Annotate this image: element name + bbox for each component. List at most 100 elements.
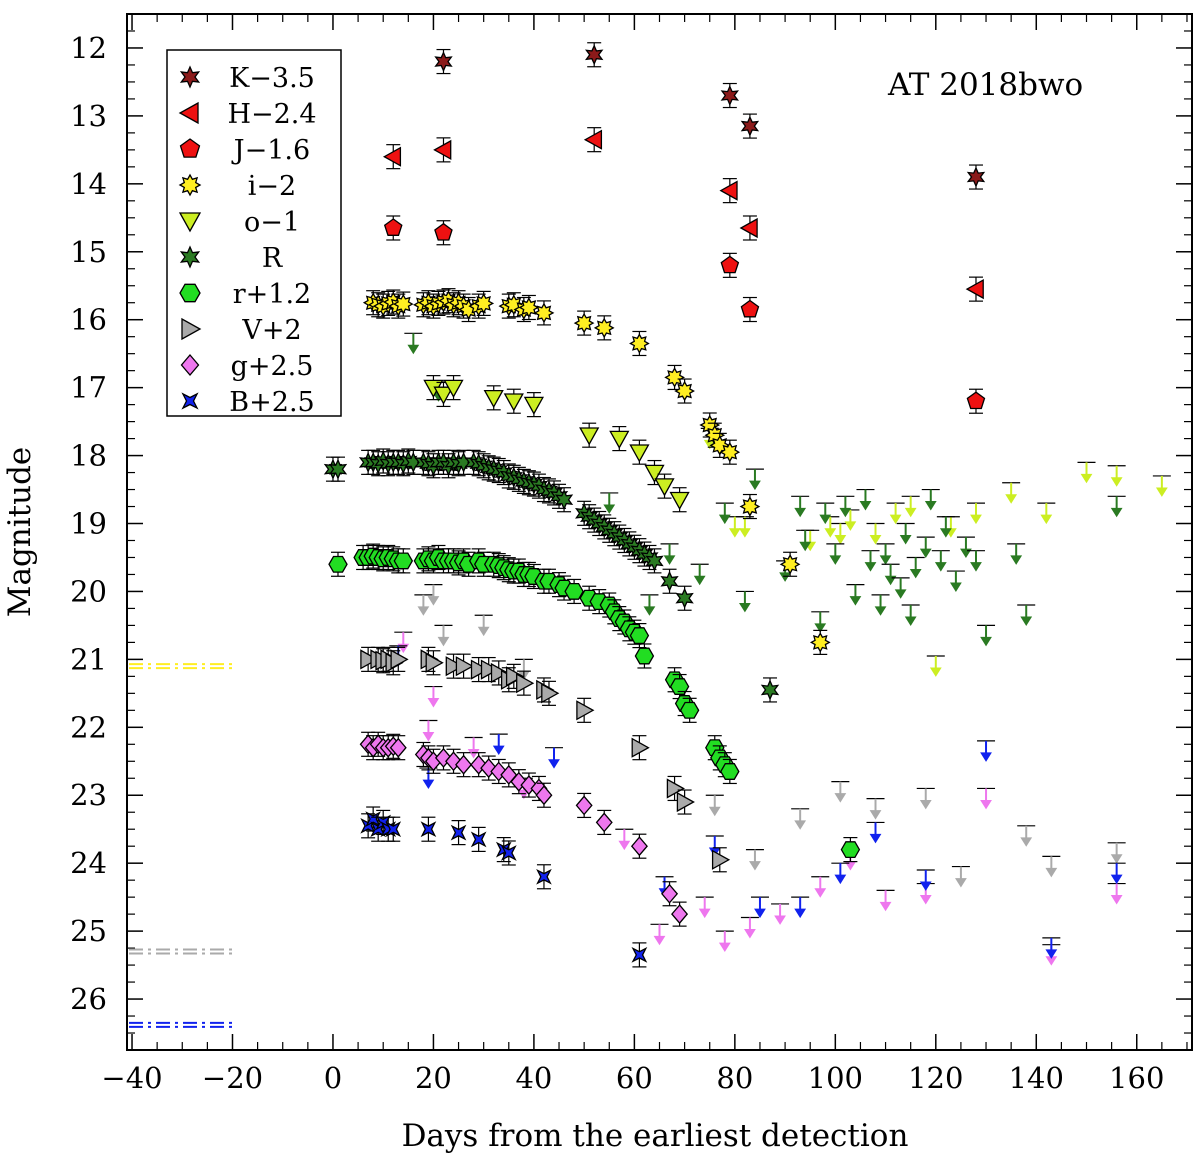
upper-limit-vplus2 (955, 878, 967, 888)
upper-limit-ominus1 (929, 667, 942, 677)
upper-limit-ominus1 (844, 521, 857, 531)
y-tick-label: 16 (70, 303, 107, 337)
legend-marker-kminus3-5 (179, 65, 201, 89)
legend-label-bplus2-5: B+2.5 (229, 387, 314, 418)
point-vplus2 (445, 656, 464, 677)
upper-limit-r (1010, 555, 1023, 565)
upper-limit-r (849, 596, 862, 606)
legend-marker-gplus2-5 (180, 353, 200, 377)
upper-limit-bplus2-5 (492, 745, 505, 756)
y-tick-label: 21 (70, 642, 107, 676)
y-tick-label: 13 (70, 99, 107, 133)
point-r (760, 679, 780, 701)
legend-marker-jminus1-6 (179, 138, 201, 158)
point-rplus1-2 (564, 582, 584, 600)
point-iminus2 (809, 632, 831, 653)
upper-limit-ominus1 (869, 535, 882, 545)
upper-limit-gplus2-5 (422, 732, 435, 742)
upper-limit-ominus1 (738, 528, 751, 538)
legend-marker-iminus2 (178, 173, 202, 197)
x-tick-label: 20 (415, 1061, 452, 1095)
x-tick-label: 80 (716, 1061, 753, 1095)
point-ominus1 (609, 430, 630, 449)
point-rplus1-2 (720, 763, 740, 780)
upper-limit-vplus2 (417, 606, 430, 616)
x-tick-label: −20 (202, 1061, 263, 1095)
point-hminus2-4 (433, 139, 452, 161)
point-vplus2 (631, 737, 650, 758)
upper-limit-gplus2-5 (919, 895, 932, 905)
upper-limit-gplus2-5 (467, 749, 480, 759)
point-iminus2 (593, 317, 615, 339)
point-vplus2 (480, 659, 500, 680)
upper-limit-vplus2 (437, 636, 450, 647)
point-jminus1-6 (720, 255, 740, 274)
upper-limit-r (718, 514, 731, 525)
point-ominus1 (483, 389, 504, 409)
upper-limit-vplus2 (794, 820, 807, 830)
point-iminus2 (573, 312, 595, 334)
point-iminus2 (473, 293, 495, 314)
point-rplus1-2 (679, 701, 700, 719)
upper-limit-vplus2 (708, 806, 721, 817)
upper-limit-bplus2-5 (919, 881, 932, 891)
y-tick-label: 25 (70, 914, 107, 948)
point-hminus2-4 (965, 278, 984, 300)
upper-limits (389, 332, 1171, 966)
upper-limit-r (749, 480, 761, 491)
upper-limit-r (663, 555, 676, 565)
upper-limit-r (924, 501, 937, 511)
point-kminus3-5 (740, 115, 760, 137)
y-tick-label: 26 (70, 982, 107, 1016)
upper-limit-gplus2-5 (879, 901, 892, 912)
point-vplus2 (541, 683, 560, 704)
upper-limit-r (894, 589, 907, 599)
point-vplus2 (676, 791, 695, 813)
point-jminus1-6 (966, 391, 986, 410)
reference-lines (129, 663, 233, 1028)
upper-limit-gplus2-5 (698, 908, 711, 919)
upper-limit-gplus2-5 (653, 935, 666, 946)
upper-limit-vplus2 (477, 626, 490, 637)
point-gplus2-5 (510, 771, 528, 792)
upper-limit-gplus2-5 (718, 942, 731, 953)
y-tick-label: 17 (70, 371, 107, 405)
point-rplus1-2 (393, 552, 414, 570)
point-vplus2 (455, 656, 474, 677)
point-bplus2-5 (470, 831, 487, 848)
point-vplus2 (470, 659, 490, 680)
x-tick-label: 100 (808, 1061, 863, 1095)
upper-limit-r (909, 568, 922, 579)
upper-limit-r (643, 606, 656, 616)
upper-limit-r (980, 636, 992, 647)
point-ominus1 (654, 478, 675, 497)
y-tick-label: 14 (70, 167, 107, 201)
point-ominus1 (579, 427, 600, 446)
upper-limit-gplus2-5 (427, 698, 440, 708)
point-r (675, 587, 694, 609)
point-gplus2-5 (661, 883, 679, 904)
point-vplus2 (576, 700, 595, 721)
axis-ticks: −40 −20 0 20 40 60 80 100 120 140 160 12 13 14 15 16 17 1… (70, 14, 1192, 1095)
upper-limit-vplus2 (869, 810, 882, 820)
legend-label-rplus1-2: r+1.2 (233, 279, 311, 310)
upper-limit-ominus1 (834, 535, 847, 545)
upper-limit-vplus2 (1045, 867, 1058, 878)
upper-limit-bplus2-5 (1045, 949, 1058, 959)
point-gplus2-5 (575, 795, 593, 816)
upper-limit-r (919, 548, 932, 559)
point-kminus3-5 (585, 44, 604, 66)
point-r (328, 458, 348, 480)
upper-limit-vplus2 (919, 799, 932, 810)
y-tick-label: 24 (70, 846, 107, 880)
upper-limit-r (874, 606, 887, 616)
legend: K−3.5 H−2.4 J−1.6 i−2 o−1 Rr+1.2 V+2 g+2.5 B+2.5 (166, 49, 342, 418)
point-iminus2 (392, 293, 414, 315)
legend-marker-r (179, 245, 201, 269)
upper-limit-gplus2-5 (744, 929, 756, 939)
point-hminus2-4 (739, 217, 758, 239)
point-bplus2-5 (500, 845, 517, 861)
legend-label-vplus2: V+2 (241, 315, 301, 346)
upper-limit-bplus2-5 (422, 779, 435, 790)
